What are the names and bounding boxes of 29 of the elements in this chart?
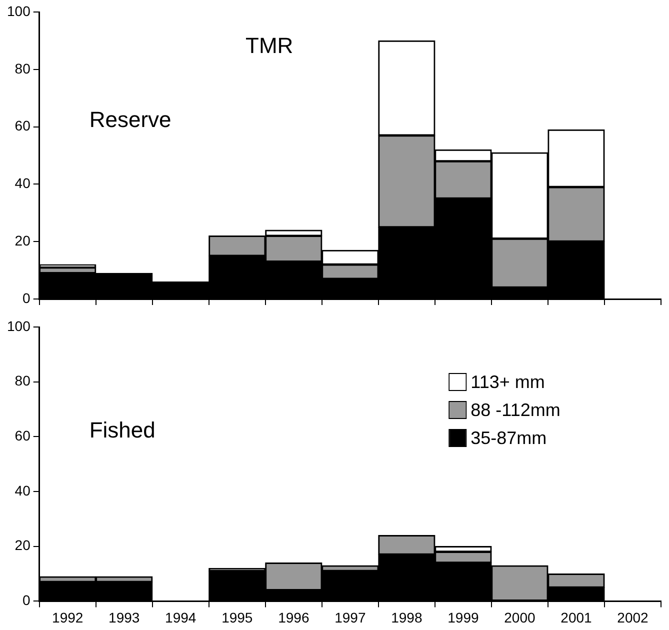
y-tick-label: 100 <box>7 318 31 334</box>
text: TMR <box>246 33 294 58</box>
x-tick-label: 1994 <box>165 609 196 626</box>
y-tick-label: 20 <box>14 232 31 248</box>
x-tick-label: 1999 <box>448 609 479 626</box>
y-tick-label: 80 <box>14 372 31 389</box>
x-tick-label: 1995 <box>222 609 253 626</box>
y-tick-label: 100 <box>7 2 31 19</box>
legend-label: 35-87mm <box>470 428 547 448</box>
y-tick-label: 60 <box>14 118 31 134</box>
y-tick-label: 0 <box>22 592 31 608</box>
x-tick-label: 1992 <box>52 609 84 626</box>
x-tick-label: 2001 <box>560 609 592 626</box>
annotation: Fished <box>89 417 156 442</box>
x-tick-label: 1997 <box>334 609 366 626</box>
y-tick-label: 0 <box>22 290 31 306</box>
x-tick-label: 1993 <box>108 609 140 626</box>
y-tick-label: 20 <box>14 537 31 554</box>
legend-label: 88 -112mm <box>470 400 560 420</box>
y-tick-label: 60 <box>14 428 31 444</box>
y-tick-label: 40 <box>14 482 31 498</box>
y-tick-label: 40 <box>14 175 31 192</box>
y-tick-label: 80 <box>14 60 31 76</box>
x-tick-label: 2002 <box>617 609 649 626</box>
x-tick-label: 1996 <box>278 609 310 626</box>
x-tick-label: 2000 <box>504 609 536 626</box>
legend-label: 113+ mm <box>470 372 545 392</box>
annotation: Reserve <box>89 107 172 132</box>
x-tick-label: 1998 <box>391 609 422 626</box>
